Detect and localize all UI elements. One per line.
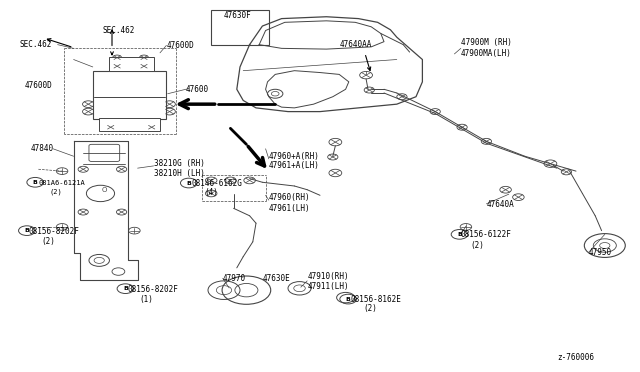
Text: B: B [457,232,462,237]
Text: 47600D: 47600D [24,81,52,90]
Text: B: B [24,228,29,233]
FancyBboxPatch shape [99,118,160,131]
Text: 47970: 47970 [223,274,246,283]
Text: 081A6-6121A: 081A6-6121A [38,180,85,186]
Text: 47900M (RH): 47900M (RH) [461,38,511,47]
Text: 47600D: 47600D [166,41,194,50]
FancyBboxPatch shape [109,57,154,71]
Text: (4): (4) [205,188,219,197]
Text: (2): (2) [42,237,56,246]
Text: 47911(LH): 47911(LH) [307,282,349,291]
Text: 47840: 47840 [31,144,54,153]
Text: z-760006: z-760006 [557,353,594,362]
FancyBboxPatch shape [89,144,120,161]
Text: O: O [102,187,107,193]
Text: 08156-8162E: 08156-8162E [351,295,401,304]
Text: SEC.462: SEC.462 [19,40,52,49]
Text: (2): (2) [50,189,63,195]
Text: 47640AA: 47640AA [339,40,372,49]
Text: 08156-8202F: 08156-8202F [128,285,179,294]
Text: 08156-8202F: 08156-8202F [29,227,79,236]
Text: B: B [33,180,38,185]
Text: (2): (2) [364,304,378,313]
Text: 47960+A(RH): 47960+A(RH) [269,152,319,161]
Text: 47910(RH): 47910(RH) [307,272,349,281]
Text: 47640A: 47640A [486,200,514,209]
Text: 08146-6162G: 08146-6162G [192,179,243,187]
Text: 38210H (LH): 38210H (LH) [154,169,204,178]
Text: SEC.462: SEC.462 [102,26,135,35]
Text: 47600: 47600 [186,85,209,94]
Text: 47630F: 47630F [224,11,252,20]
FancyBboxPatch shape [93,71,166,119]
Text: 47961(LH): 47961(LH) [269,204,310,213]
Text: 47630E: 47630E [262,274,290,283]
Text: 08156-6122F: 08156-6122F [461,230,511,239]
Text: (2): (2) [470,241,484,250]
Text: 47900MA(LH): 47900MA(LH) [461,49,511,58]
Text: (1): (1) [140,295,154,304]
Text: 38210G (RH): 38210G (RH) [154,159,204,168]
Text: 47950: 47950 [589,248,612,257]
Text: 47961+A(LH): 47961+A(LH) [269,161,319,170]
Text: B: B [346,296,351,302]
Text: B: B [123,286,128,291]
FancyBboxPatch shape [211,10,269,45]
Text: B: B [186,180,191,186]
Text: 47960(RH): 47960(RH) [269,193,310,202]
